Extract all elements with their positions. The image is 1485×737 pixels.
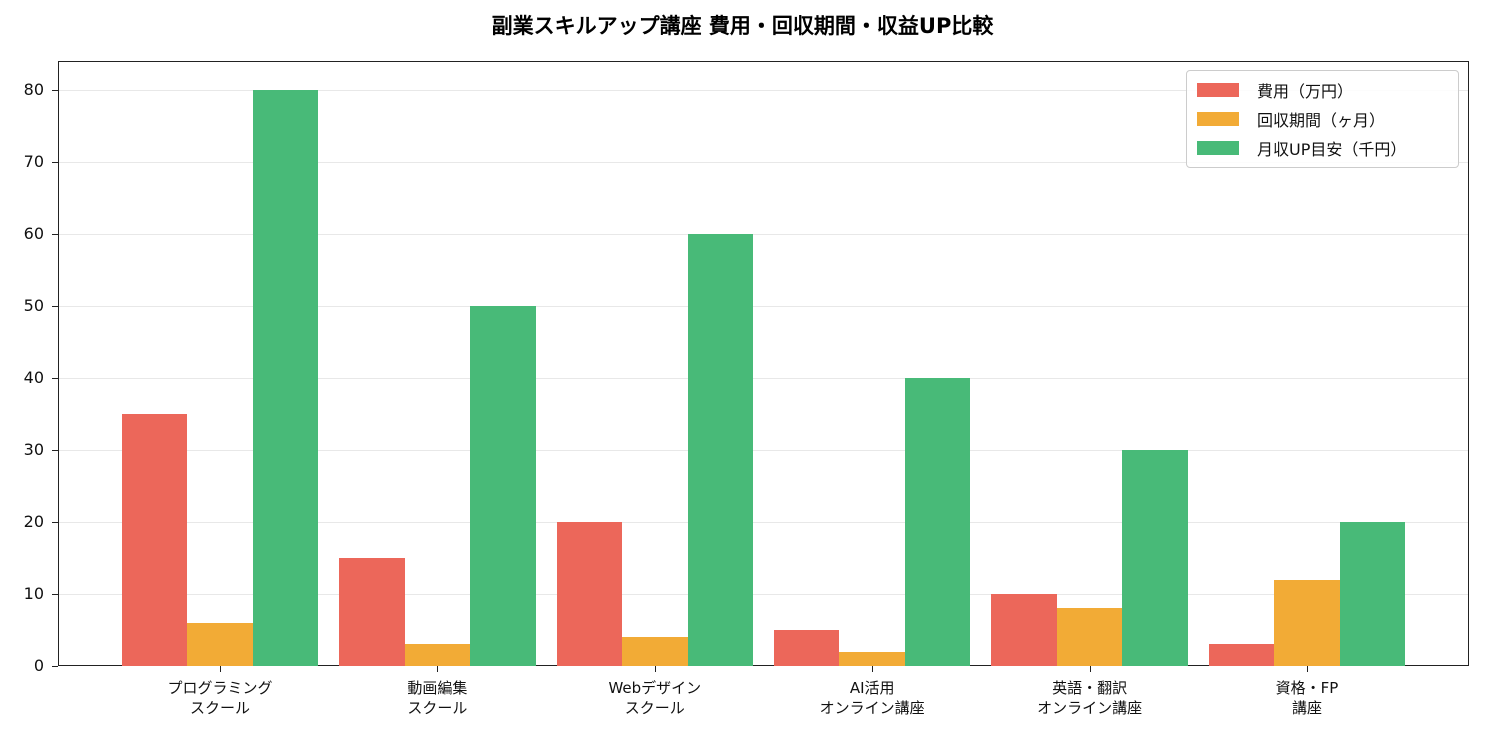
bar <box>1056 608 1123 666</box>
y-tick <box>52 666 58 667</box>
gridline <box>59 522 1468 523</box>
x-tick <box>655 666 656 672</box>
bar <box>252 90 319 666</box>
y-tick-label: 40 <box>23 368 44 387</box>
y-tick-label: 60 <box>23 224 44 243</box>
x-tick <box>220 666 221 672</box>
gridline <box>59 234 1468 235</box>
gridline <box>59 90 1468 91</box>
bar <box>339 558 405 666</box>
x-tick-label: Webデザイン スクール <box>608 679 702 717</box>
legend-item-payback: 回収期間（ヶ月） <box>1197 109 1386 130</box>
bar <box>991 594 1057 666</box>
legend-swatch-income <box>1197 141 1239 155</box>
legend-label-payback: 回収期間（ヶ月） <box>1257 111 1386 130</box>
legend: 費用（万円） 回収期間（ヶ月） 月収UP目安（千円） <box>1186 70 1459 168</box>
y-tick <box>52 594 58 595</box>
legend-label-cost: 費用（万円） <box>1257 82 1354 101</box>
y-tick-label: 20 <box>23 512 44 531</box>
y-tick <box>52 234 58 235</box>
plot-area <box>58 61 1469 666</box>
gridline <box>59 594 1468 595</box>
y-tick-label: 50 <box>23 296 44 315</box>
x-tick <box>872 666 873 672</box>
legend-label-income: 月収UP目安（千円） <box>1257 140 1407 159</box>
y-tick <box>52 522 58 523</box>
legend-swatch-cost <box>1197 83 1239 97</box>
x-tick <box>1090 666 1091 672</box>
x-tick <box>437 666 438 672</box>
bar <box>121 414 188 666</box>
x-tick-label: AI活用 オンライン講座 <box>819 679 925 717</box>
x-tick-label: プログラミング スクール <box>167 679 273 717</box>
bar <box>839 651 905 666</box>
y-tick <box>52 450 58 451</box>
bar <box>404 644 471 666</box>
legend-item-income: 月収UP目安（千円） <box>1197 138 1407 159</box>
bar <box>1339 522 1406 666</box>
bar <box>1208 644 1275 666</box>
bar <box>556 522 623 666</box>
y-tick-label: 10 <box>23 584 44 603</box>
bar <box>187 622 253 666</box>
bar <box>622 637 688 666</box>
bar <box>773 630 840 666</box>
y-tick-label: 80 <box>23 80 44 99</box>
bar <box>470 306 536 666</box>
x-tick-label: 動画編集 スクール <box>407 679 468 717</box>
bar <box>904 378 971 666</box>
y-tick-label: 70 <box>23 152 44 171</box>
bar <box>1274 579 1340 666</box>
y-tick <box>52 378 58 379</box>
legend-swatch-payback <box>1197 112 1239 126</box>
x-tick-label: 英語・翻訳 オンライン講座 <box>1037 679 1143 717</box>
bar <box>1122 450 1188 666</box>
y-tick-label: 30 <box>23 440 44 459</box>
gridline <box>59 306 1468 307</box>
gridline <box>59 450 1468 451</box>
bar <box>687 234 754 666</box>
y-tick <box>52 306 58 307</box>
y-tick-label: 0 <box>33 656 44 675</box>
y-tick <box>52 162 58 163</box>
gridline <box>59 378 1468 379</box>
x-tick-label: 資格・FP 講座 <box>1275 679 1339 717</box>
chart-title: 副業スキルアップ講座 費用・回収期間・収益UP比較 <box>491 14 994 38</box>
gridline <box>59 162 1468 163</box>
y-tick <box>52 90 58 91</box>
legend-item-cost: 費用（万円） <box>1197 80 1354 101</box>
x-tick <box>1307 666 1308 672</box>
